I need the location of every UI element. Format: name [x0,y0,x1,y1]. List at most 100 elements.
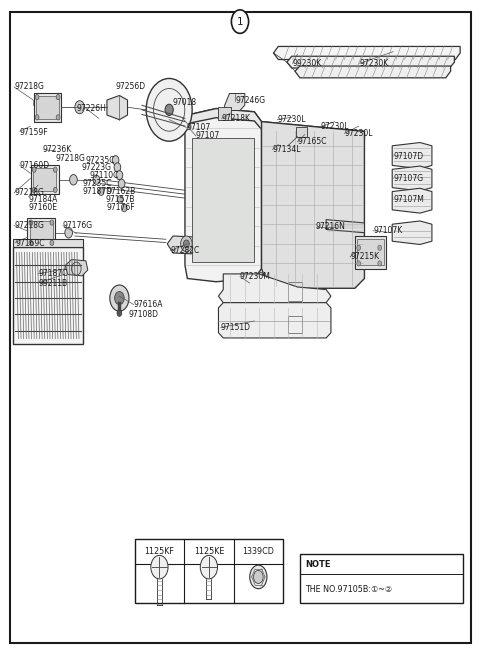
Bar [31,165,59,195]
Text: 97230L: 97230L [321,122,349,132]
Circle shape [53,187,57,193]
Text: 97169C: 97169C [15,239,45,248]
Circle shape [146,79,192,141]
Text: 97107: 97107 [196,132,220,140]
Text: 99230K: 99230K [293,59,322,68]
Text: 97236K: 97236K [43,145,72,154]
Text: 97162B: 97162B [107,187,136,196]
Polygon shape [262,122,364,288]
Text: 99211B: 99211B [38,278,67,288]
Circle shape [32,187,36,193]
Text: 97107K: 97107K [373,226,402,235]
Polygon shape [392,143,432,169]
Circle shape [118,195,123,203]
Text: 1339CD: 1339CD [242,547,274,556]
Text: 97107D: 97107D [393,152,423,160]
Circle shape [165,104,173,115]
Text: 97216N: 97216N [316,222,346,231]
Bar [34,92,61,122]
Bar [33,168,56,191]
Text: 97218K: 97218K [222,114,251,123]
Text: 97157B: 97157B [106,195,135,204]
Circle shape [357,245,360,250]
Circle shape [98,187,104,195]
Polygon shape [295,66,451,78]
Text: 97218G: 97218G [56,154,85,162]
Circle shape [231,10,249,33]
Text: 97176G: 97176G [63,221,93,230]
Circle shape [116,171,123,179]
Bar [297,127,307,137]
Polygon shape [65,259,88,276]
Bar [288,316,302,333]
Circle shape [117,310,122,316]
Polygon shape [392,188,432,213]
Bar [27,218,55,248]
Bar [30,221,53,244]
Text: 97107M: 97107M [393,195,424,204]
Circle shape [50,240,54,246]
Text: 97256D: 97256D [116,83,146,92]
Text: 1: 1 [237,16,243,27]
Text: NOTE: NOTE [306,559,331,569]
Text: 97184A: 97184A [28,195,58,204]
Bar [135,539,283,603]
Text: 97107G: 97107G [393,174,423,183]
Text: 97165C: 97165C [298,138,327,146]
Text: 97226H: 97226H [76,104,106,113]
Bar [12,247,84,344]
Polygon shape [185,109,262,282]
Text: 97230M: 97230M [240,272,271,281]
Polygon shape [218,274,331,305]
Polygon shape [392,221,432,244]
Text: 97230K: 97230K [360,59,389,68]
Text: 1125KF: 1125KF [144,547,174,556]
Circle shape [56,115,60,120]
Circle shape [29,220,33,225]
Text: 97151D: 97151D [221,323,251,332]
Text: 97246G: 97246G [235,96,265,105]
Text: 97187D: 97187D [82,187,112,196]
Text: 97215K: 97215K [350,252,379,261]
Circle shape [250,565,267,589]
Circle shape [35,94,39,100]
Circle shape [357,261,360,266]
Circle shape [200,555,217,579]
Circle shape [32,167,36,172]
Text: 97218G: 97218G [14,83,44,92]
Bar [357,239,384,265]
Text: 97230L: 97230L [277,115,306,124]
Bar [355,236,386,269]
Bar [288,282,302,301]
Text: 97616A: 97616A [134,300,163,309]
Circle shape [93,175,100,184]
Polygon shape [225,94,245,111]
Circle shape [180,236,192,252]
Circle shape [121,204,127,212]
Text: 97159F: 97159F [20,128,48,138]
Text: 97235C: 97235C [82,179,111,188]
Text: 97282C: 97282C [170,246,200,255]
Polygon shape [218,303,331,338]
Polygon shape [287,56,455,68]
Text: 97218G: 97218G [14,189,44,197]
Text: 97134L: 97134L [273,145,301,154]
Text: 97218G: 97218G [14,221,44,230]
Circle shape [65,227,72,238]
Polygon shape [326,219,364,233]
Text: 97230L: 97230L [344,129,373,138]
Text: 97018: 97018 [173,98,197,107]
Circle shape [53,167,57,172]
Bar [192,138,254,262]
Text: 97176F: 97176F [107,204,135,212]
Circle shape [110,285,129,311]
Polygon shape [392,166,432,191]
Bar [300,554,463,603]
Circle shape [151,555,168,579]
Polygon shape [167,236,205,254]
Bar [12,239,84,247]
Circle shape [378,245,382,250]
Circle shape [75,101,84,114]
Text: 97235C: 97235C [86,156,115,164]
Text: 97108D: 97108D [129,310,159,319]
